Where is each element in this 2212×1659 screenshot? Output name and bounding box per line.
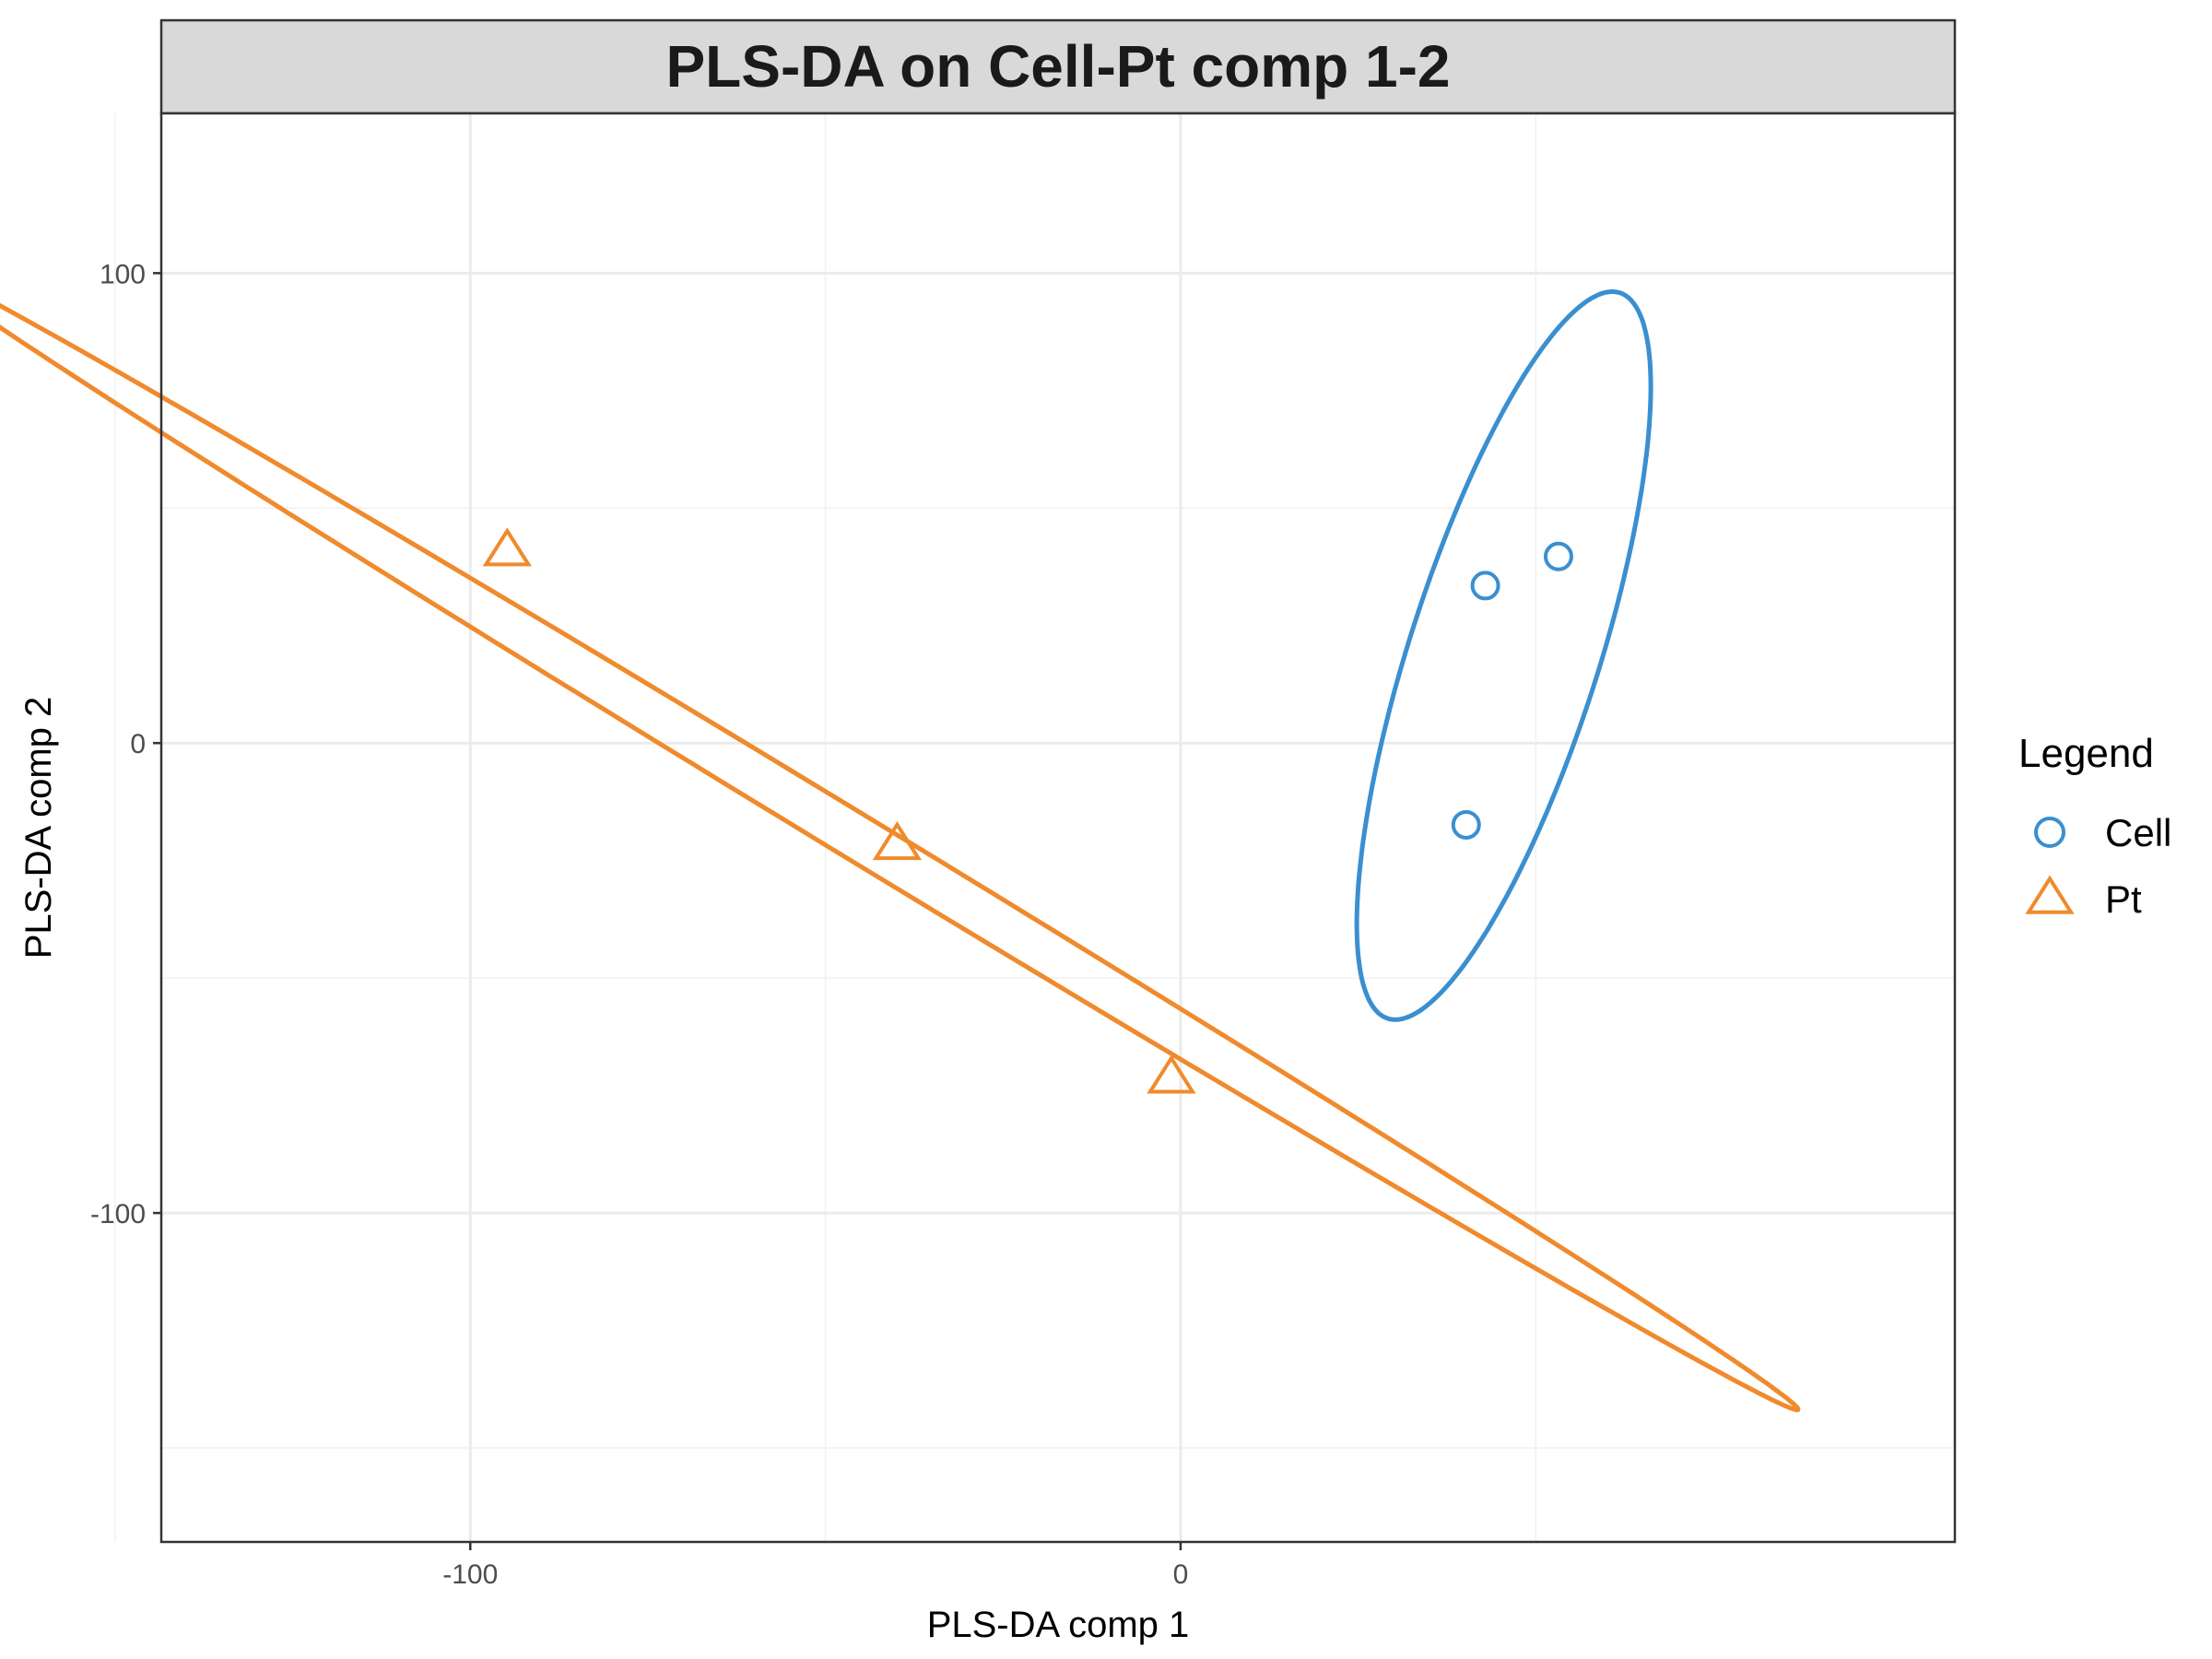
ellipse-cell [1354,288,1653,1022]
legend-key-pt [2025,875,2075,914]
data-points [482,527,1573,1094]
y-axis: -100 0 100 [90,259,161,1230]
y-tick-label: 0 [130,729,146,759]
title-strip [159,18,1957,115]
cell-point [1470,571,1500,601]
grid-major [161,113,1955,1542]
panel-border [159,112,1957,1544]
plot-panel [0,112,1957,1544]
confidence-ellipses [0,288,1801,1413]
pt-point [1147,1054,1196,1094]
grid-minor [114,113,1955,1542]
y-tick-label: -100 [90,1199,146,1230]
x-axis: -100 0 [442,1542,1188,1590]
panel-background [161,113,1955,1542]
legend-title: Legend [2018,731,2154,776]
chart-title: PLS-DA on Cell-Pt comp 1-2 [665,33,1450,100]
ellipse-pt [0,302,1801,1413]
legend-label-cell: Cell [2105,811,2171,854]
x-tick-label: -100 [442,1559,498,1590]
legend: Legend Cell Pt [2018,731,2171,921]
legend-items: Cell Pt [2025,811,2171,921]
x-axis-title: PLS-DA comp 1 [927,1605,1190,1645]
pt-point [482,527,532,567]
y-tick-label: 100 [100,259,146,289]
x-tick-label: 0 [1173,1559,1189,1590]
cell-point [1451,809,1481,840]
pt-point [872,820,923,861]
y-axis-title: PLS-DA comp 2 [18,697,59,959]
legend-key-cell [2034,817,2065,848]
cell-point [1543,541,1573,571]
legend-label-pt: Pt [2105,877,2142,921]
